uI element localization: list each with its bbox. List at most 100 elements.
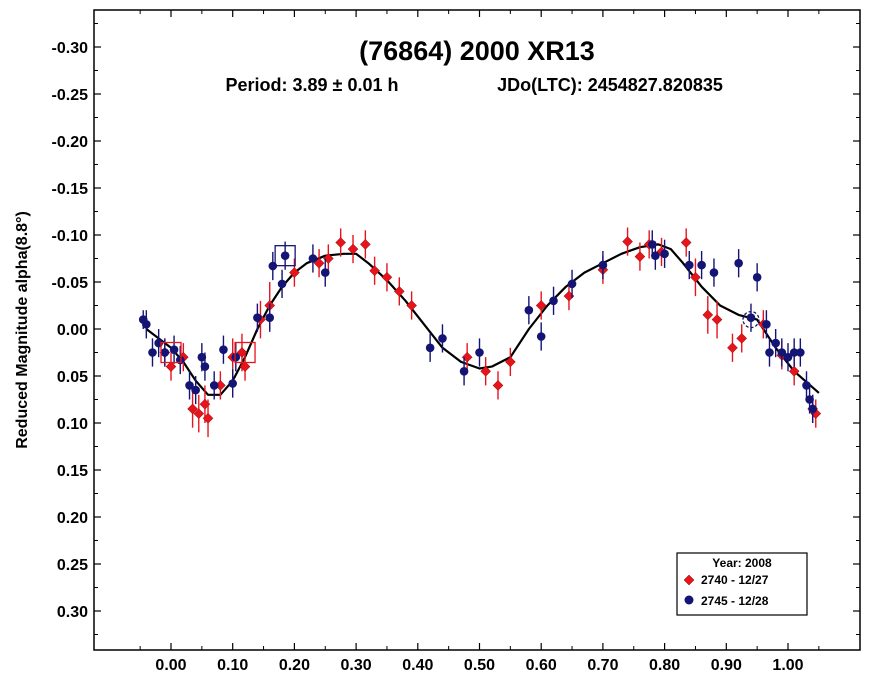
data-point-diamond (393, 286, 405, 297)
data-point-diamond (680, 237, 692, 248)
y-tick-label: -0.25 (52, 87, 89, 104)
data-point-circle (783, 352, 793, 362)
data-point-circle (684, 260, 694, 270)
y-tick-label: 0.00 (57, 322, 88, 339)
data-point-circle (253, 313, 262, 323)
legend-box (676, 552, 808, 616)
data-point-circle (475, 348, 484, 357)
legend-marker-circle (684, 595, 694, 605)
data-point-circle (647, 240, 657, 249)
data-point-diamond (335, 237, 347, 248)
data-point-circle (277, 279, 287, 289)
data-point-diamond (492, 380, 504, 391)
y-tick-label: -0.20 (52, 134, 89, 151)
legend-entry-2: 2745 - 12/28 (701, 594, 769, 608)
data-point-diamond (289, 267, 300, 278)
data-point-diamond (711, 314, 723, 325)
data-point-diamond (202, 412, 214, 424)
x-tick-label: 1.00 (772, 657, 803, 674)
series-2 (138, 230, 817, 423)
data-point-circle (191, 385, 200, 395)
data-point-diamond (360, 239, 371, 250)
data-point-diamond (347, 243, 359, 255)
data-point-circle (219, 345, 228, 354)
data-point-diamond (369, 265, 380, 277)
data-point-diamond (634, 251, 646, 262)
x-tick-label: 0.50 (464, 657, 495, 674)
y-tick-label: 0.05 (57, 369, 88, 386)
data-point-circle (651, 251, 660, 260)
data-point-circle (197, 352, 207, 362)
data-point-circle (802, 381, 811, 390)
data-point-circle (789, 348, 799, 357)
data-point-diamond (690, 271, 701, 283)
data-point-diamond (788, 365, 800, 377)
data-point-diamond (239, 361, 251, 372)
data-point-circle (280, 251, 290, 260)
data-point-diamond (381, 271, 393, 283)
x-tick-label: 0.80 (649, 657, 680, 674)
data-point-circle (320, 268, 330, 277)
data-point-circle (524, 305, 534, 315)
data-point-circle (796, 348, 805, 357)
data-point-diamond (727, 342, 738, 354)
data-point-diamond (187, 403, 198, 415)
data-point-diamond (535, 300, 547, 311)
x-tick-label: 0.90 (711, 657, 742, 674)
data-point-circle (808, 404, 817, 414)
data-point-circle (697, 260, 706, 270)
x-tick-label: 0.10 (217, 657, 248, 674)
plot-frame (93, 9, 861, 651)
data-point-circle (598, 260, 608, 270)
data-point-circle (169, 345, 179, 354)
data-point-circle (148, 348, 157, 357)
data-point-circle (549, 296, 558, 306)
y-tick-label: 0.15 (57, 463, 88, 480)
data-point-circle (805, 395, 814, 404)
y-tick-label: 0.30 (57, 604, 88, 621)
data-point-circle (231, 352, 241, 362)
data-point-circle (185, 381, 194, 390)
x-tick-label: 0.70 (587, 657, 618, 674)
x-tick-label: 0.60 (526, 657, 557, 674)
data-point-diamond (193, 408, 205, 419)
data-points (138, 227, 822, 438)
data-point-circle (438, 334, 447, 343)
highlight-circle (742, 310, 760, 329)
y-tick-label: 0.20 (57, 510, 88, 527)
highlight-square (274, 245, 296, 267)
data-point-circle (425, 343, 435, 353)
data-point-circle (660, 249, 669, 259)
data-point-circle (746, 313, 756, 323)
y-tick-label: 0.10 (57, 416, 88, 433)
x-tick-label: 0.30 (341, 657, 372, 674)
data-point-circle (142, 320, 151, 329)
data-point-circle (160, 348, 170, 357)
epoch-text: JDo(LTC): 2454827.820835 (497, 75, 723, 95)
data-point-circle (265, 313, 275, 323)
y-tick-label: -0.10 (52, 228, 89, 245)
x-tick-label: 0.20 (279, 657, 310, 674)
data-point-circle (762, 320, 771, 329)
data-point-diamond (736, 333, 748, 344)
data-point-circle (765, 348, 774, 357)
y-tick-label: -0.05 (52, 275, 89, 292)
data-point-circle (459, 367, 469, 376)
data-point-circle (209, 381, 219, 390)
data-point-circle (200, 362, 210, 371)
legend-marker-diamond (683, 574, 695, 586)
data-point-diamond (406, 300, 417, 311)
data-point-diamond (504, 356, 516, 368)
annotations (160, 245, 760, 364)
data-point-circle (777, 348, 787, 357)
legend: Year: 2008 2740 - 12/27 2745 - 12/28 (676, 552, 808, 616)
period-text: Period: 3.89 ± 0.01 h (226, 75, 399, 95)
data-point-circle (734, 258, 743, 268)
data-point-diamond (480, 365, 492, 377)
y-axis-label: Reduced Magnitude alpha(8.8°) (14, 211, 31, 449)
legend-entry-1: 2740 - 12/27 (701, 573, 769, 587)
chart-title: (76864) 2000 XR13 (359, 36, 595, 66)
data-point-circle (567, 279, 577, 289)
data-point-circle (536, 332, 546, 341)
